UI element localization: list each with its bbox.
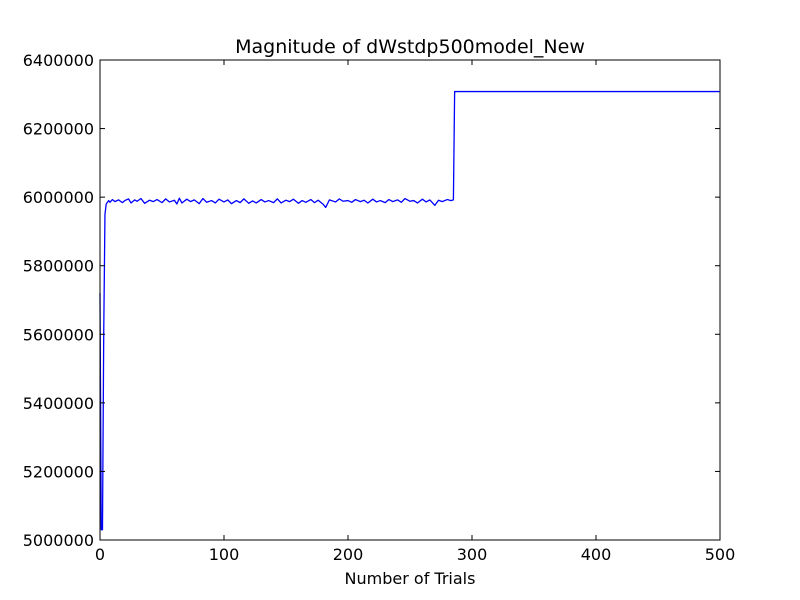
y-tick-label: 5600000 bbox=[23, 325, 94, 344]
y-tick-label: 5400000 bbox=[23, 394, 94, 413]
y-tick-label: 6000000 bbox=[23, 188, 94, 207]
x-tick-label: 400 bbox=[581, 545, 612, 564]
y-tick-label: 5800000 bbox=[23, 257, 94, 276]
y-tick-label: 5000000 bbox=[23, 531, 94, 550]
x-axis-label: Number of Trials bbox=[345, 569, 476, 588]
x-tick-label: 500 bbox=[705, 545, 736, 564]
y-tick-label: 6400000 bbox=[23, 51, 94, 70]
x-axis: 0 100 200 300 400 500 bbox=[95, 60, 735, 564]
y-tick-label: 5200000 bbox=[23, 462, 94, 481]
series-line-0 bbox=[99, 90, 720, 531]
x-tick-label: 200 bbox=[333, 545, 364, 564]
y-axis: 5000000 5200000 5400000 5600000 5800000 60000… bbox=[23, 51, 720, 550]
y-tick-label: 6200000 bbox=[23, 120, 94, 139]
x-tick-label: 0 bbox=[95, 545, 105, 564]
plot-area bbox=[99, 59, 721, 541]
x-tick-label: 100 bbox=[209, 545, 240, 564]
plot-frame bbox=[99, 59, 721, 541]
x-tick-label: 300 bbox=[457, 545, 488, 564]
chart-title: Magnitude of dWstdp500model_New bbox=[235, 36, 585, 58]
